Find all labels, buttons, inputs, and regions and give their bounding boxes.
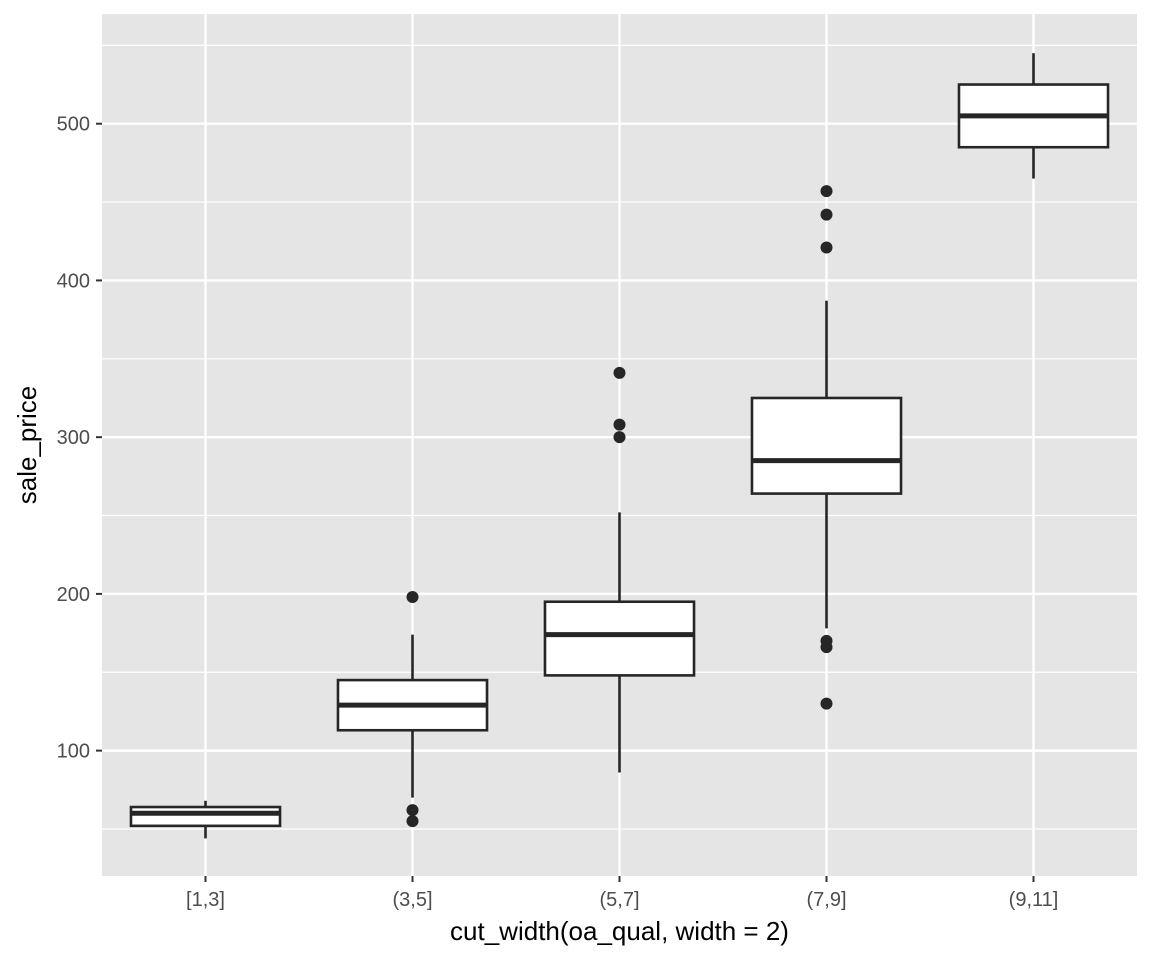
iqr-box <box>750 396 903 495</box>
y-tick-label: 400 <box>57 270 90 292</box>
outlier-point <box>820 208 833 221</box>
axis-ticks: 100 200 300 400 500 [1,3] (3,5] (5,7] (7,9] (9,11… <box>57 114 1059 911</box>
outlier-point <box>613 366 626 379</box>
x-axis-title: cut_width(oa_qual, width = 2) <box>450 916 789 946</box>
x-tick-label: (7,9] <box>806 889 846 911</box>
outlier-point <box>406 804 419 817</box>
box-group <box>750 185 903 710</box>
outlier-point <box>820 634 833 647</box>
iqr-box <box>543 600 696 677</box>
y-tick-label: 500 <box>57 114 90 136</box>
y-tick-label: 200 <box>57 584 90 606</box>
x-tick-label: (9,11] <box>1009 889 1059 911</box>
outlier-point <box>613 418 626 431</box>
x-tick-label: (5,7] <box>599 889 639 911</box>
box-group <box>336 591 489 828</box>
iqr-box <box>129 805 282 828</box>
y-tick-label: 100 <box>57 741 90 763</box>
y-tick-label: 300 <box>57 427 90 449</box>
outlier-point <box>820 241 833 254</box>
box-group <box>129 800 282 839</box>
box-series <box>129 53 1110 839</box>
outlier-point <box>613 431 626 444</box>
outlier-point <box>820 697 833 710</box>
x-tick-label: [1,3] <box>186 889 225 911</box>
box-group <box>543 366 696 773</box>
box-group <box>957 53 1110 179</box>
x-tick-label: (3,5] <box>392 889 432 911</box>
y-axis-title: sale_price <box>12 386 42 505</box>
outlier-point <box>406 815 419 828</box>
outlier-point <box>406 591 419 604</box>
outlier-point <box>820 185 833 198</box>
